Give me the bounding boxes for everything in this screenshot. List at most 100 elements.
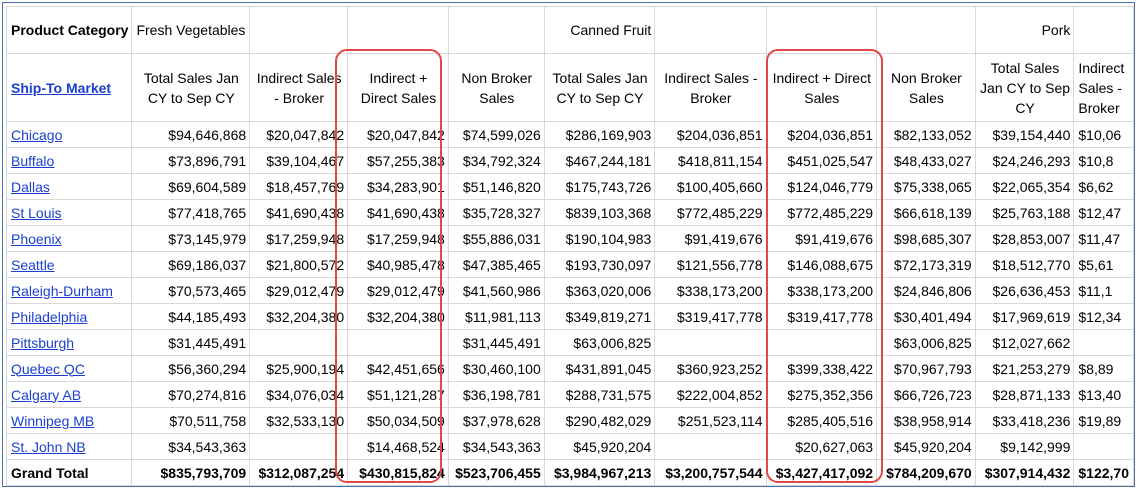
table-cell: $41,560,986: [447, 277, 545, 304]
table-cell: $34,283,901: [347, 173, 449, 200]
table-cell: $290,482,029: [543, 407, 656, 434]
market-link[interactable]: St. John NB: [11, 438, 86, 455]
column-header: Indirect Sales - Broker: [654, 53, 767, 122]
table-cell: $17,259,948: [249, 225, 349, 252]
table-cell: $77,418,765: [131, 199, 251, 226]
table-cell: $349,819,271: [543, 303, 656, 330]
table-cell: $784,209,670: [876, 459, 976, 486]
table-cell: $8,89: [1073, 355, 1134, 382]
table-cell: $839,103,368: [543, 199, 656, 226]
table-cell: $32,204,380: [347, 303, 449, 330]
table-cell: $360,923,252: [654, 355, 767, 382]
table-cell: $10,06: [1073, 121, 1134, 148]
table-cell: $73,145,979: [131, 225, 251, 252]
table-cell: $14,468,524: [347, 433, 449, 460]
table-cell: $11,981,113: [447, 303, 545, 330]
table-cell: $430,815,824: [347, 459, 449, 486]
category-pork: Pork: [974, 6, 1075, 54]
table-cell: $33,418,236: [974, 407, 1075, 434]
table-cell: $42,451,656: [347, 355, 449, 382]
table-cell: $30,401,494: [876, 303, 976, 330]
column-header: Non Broker Sales: [876, 53, 976, 122]
table-cell: $51,121,287: [347, 381, 449, 408]
market-link[interactable]: Quebec QC: [11, 360, 85, 377]
table-cell: $82,133,052: [876, 121, 976, 148]
table-cell: $45,920,204: [543, 433, 656, 460]
product-category-label: Product Category: [5, 6, 133, 54]
table-row: Chicago $94,646,868 $20,047,842 $20,047,842…: [5, 121, 1134, 148]
market-link[interactable]: Seattle: [11, 256, 55, 273]
table-cell: $19,89: [1073, 407, 1134, 434]
table-cell: $100,405,660: [654, 173, 767, 200]
market-link[interactable]: St Louis: [11, 204, 62, 221]
market-link[interactable]: Raleigh-Durham: [11, 282, 113, 299]
table-cell: $21,253,279: [974, 355, 1075, 382]
table-cell: $70,511,758: [131, 407, 251, 434]
table-cell: $204,036,851: [765, 121, 878, 148]
table-cell: $288,731,575: [543, 381, 656, 408]
table-cell: [249, 329, 349, 356]
market-link[interactable]: Philadelphia: [11, 308, 88, 325]
table-cell: $275,352,356: [765, 381, 878, 408]
table-row: Dallas $69,604,589 $18,457,769 $34,283,901 $…: [5, 173, 1134, 200]
table-cell: $190,104,983: [543, 225, 656, 252]
category-canned-fruit: Canned Fruit: [543, 6, 656, 54]
market-link[interactable]: Phoenix: [11, 230, 62, 247]
table-row: Philadelphia $44,185,493 $32,204,380 $32,20…: [5, 303, 1134, 330]
table-cell: $20,627,063: [765, 433, 878, 460]
table-cell: $25,763,188: [974, 199, 1075, 226]
ship-to-market-link[interactable]: Ship-To Market: [11, 79, 112, 96]
market-link[interactable]: Dallas: [11, 178, 50, 195]
market-link[interactable]: Calgary AB: [11, 386, 82, 403]
table-cell: $222,004,852: [654, 381, 767, 408]
table-row: Buffalo $73,896,791 $39,104,467 $57,255,383…: [5, 147, 1134, 174]
market-link[interactable]: Winnipeg MB: [11, 412, 95, 429]
table-cell: $5,61: [1073, 251, 1134, 278]
column-header: Indirect Sales - Broker: [249, 53, 349, 122]
table-cell: $363,020,006: [543, 277, 656, 304]
market-link[interactable]: Chicago: [11, 126, 63, 143]
column-header: Total Sales Jan CY to Sep CY: [974, 53, 1075, 122]
category-header-row: Product Category Fresh Vegetables Canned…: [5, 6, 1134, 54]
table-cell: [347, 329, 449, 356]
table-cell: $26,636,453: [974, 277, 1075, 304]
column-header: Total Sales Jan CY to Sep CY: [131, 53, 251, 122]
table-cell: $73,896,791: [131, 147, 251, 174]
table-cell: $32,533,130: [249, 407, 349, 434]
table-cell: $122,70: [1073, 459, 1134, 486]
table-cell: $312,087,254: [249, 459, 349, 486]
column-header-row: Ship-To Market Total Sales Jan CY to Sep…: [5, 53, 1134, 122]
market-link[interactable]: Buffalo: [11, 152, 55, 169]
table-cell: $121,556,778: [654, 251, 767, 278]
table-cell: $22,065,354: [974, 173, 1075, 200]
table-cell: [765, 329, 878, 356]
table-cell: $34,076,034: [249, 381, 349, 408]
table-cell: $41,690,438: [249, 199, 349, 226]
table-cell: $10,8: [1073, 147, 1134, 174]
table-cell: $36,198,781: [447, 381, 545, 408]
table-cell: $319,417,778: [654, 303, 767, 330]
table-cell: $467,244,181: [543, 147, 656, 174]
table-cell: $11,1: [1073, 277, 1134, 304]
category-fresh-vegetables: Fresh Vegetables: [131, 6, 251, 54]
column-header: Non Broker Sales: [447, 53, 545, 122]
table-cell: $44,185,493: [131, 303, 251, 330]
market-link[interactable]: Pittsburgh: [11, 334, 75, 351]
table-cell: $13,40: [1073, 381, 1134, 408]
table-cell: $66,726,723: [876, 381, 976, 408]
table-cell: $772,485,229: [654, 199, 767, 226]
table-cell: $38,958,914: [876, 407, 976, 434]
table-cell: $124,046,779: [765, 173, 878, 200]
table-cell: $63,006,825: [543, 329, 656, 356]
table-cell: [1073, 433, 1134, 460]
table-cell: $98,685,307: [876, 225, 976, 252]
table-cell: $193,730,097: [543, 251, 656, 278]
table-cell: $20,047,842: [347, 121, 449, 148]
table-cell: $251,523,114: [654, 407, 767, 434]
table-row: Phoenix $73,145,979 $17,259,948 $17,259,948…: [5, 225, 1134, 252]
table-cell: $72,173,319: [876, 251, 976, 278]
table-cell: $94,646,868: [131, 121, 251, 148]
table-cell: $31,445,491: [131, 329, 251, 356]
table-cell: [1073, 329, 1134, 356]
table-cell: $307,914,432: [974, 459, 1075, 486]
